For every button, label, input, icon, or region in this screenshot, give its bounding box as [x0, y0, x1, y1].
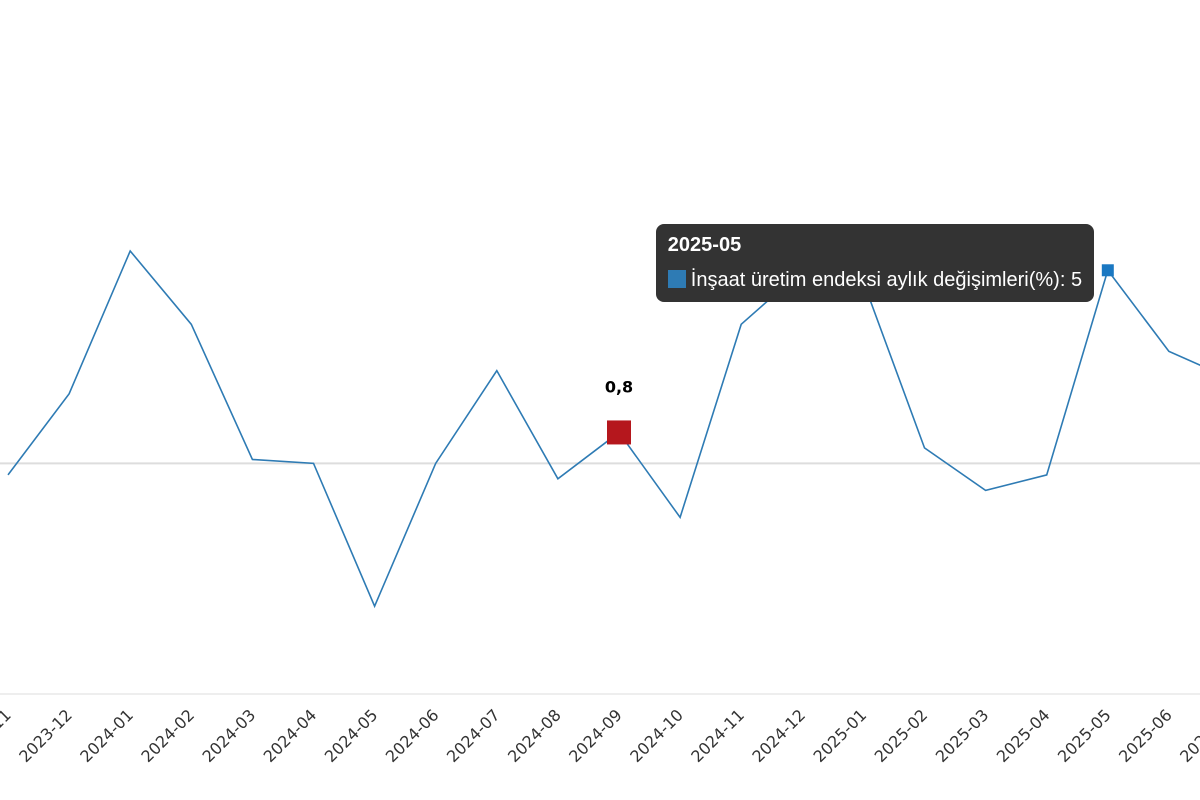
tooltip-separator: : [1059, 269, 1071, 292]
x-tick-label: 2024-04 [260, 705, 321, 766]
tooltip-series: İnşaat üretim endeksi aylık değişimleri(… [690, 269, 1060, 292]
x-tick-label: 2024-01 [76, 705, 137, 766]
tooltip-row: İnşaat üretim endeksi aylık değişimleri(… [667, 269, 1083, 292]
x-tick-label: 2024-12 [748, 705, 809, 766]
x-tick-label: 2024-05 [321, 705, 382, 766]
tooltip-title: 2025-05 [667, 234, 742, 257]
x-tick-label: 2024-02 [137, 705, 198, 766]
x-tick-label: 2024-07 [443, 705, 504, 766]
highlight-marker [607, 420, 631, 445]
tooltip-swatch [667, 270, 686, 289]
x-tick-label: 2024-03 [199, 705, 260, 766]
x-tick-label: 2024-06 [382, 705, 443, 766]
x-tick-label: 2024-09 [565, 705, 626, 766]
tooltip-value: 5 [1070, 269, 1083, 292]
x-tick-label: 2025-02 [871, 705, 932, 766]
x-tick-label: 2025-06 [1115, 705, 1176, 766]
x-tick-label: 2025-03 [932, 705, 993, 766]
x-tick-label: 2025-04 [993, 705, 1054, 766]
tooltip: 2025-05 İnşaat üretim endeksi aylık deği… [655, 224, 1095, 303]
hover-marker [1101, 264, 1114, 277]
x-tick-label: 2023-11 [0, 705, 15, 766]
data-label: 0,8 [605, 377, 633, 396]
x-tick-label: 2024-08 [504, 705, 565, 766]
series-line [7, 249, 1200, 609]
x-tick-label: 2024-11 [687, 705, 748, 766]
x-tick-label: 2025-07 [1176, 705, 1200, 766]
x-tick-label: 2023-12 [15, 705, 76, 766]
x-tick-label: 2025-05 [1054, 705, 1115, 766]
x-tick-label: 2024-10 [626, 705, 687, 766]
x-tick-label: 2025-01 [810, 705, 871, 766]
